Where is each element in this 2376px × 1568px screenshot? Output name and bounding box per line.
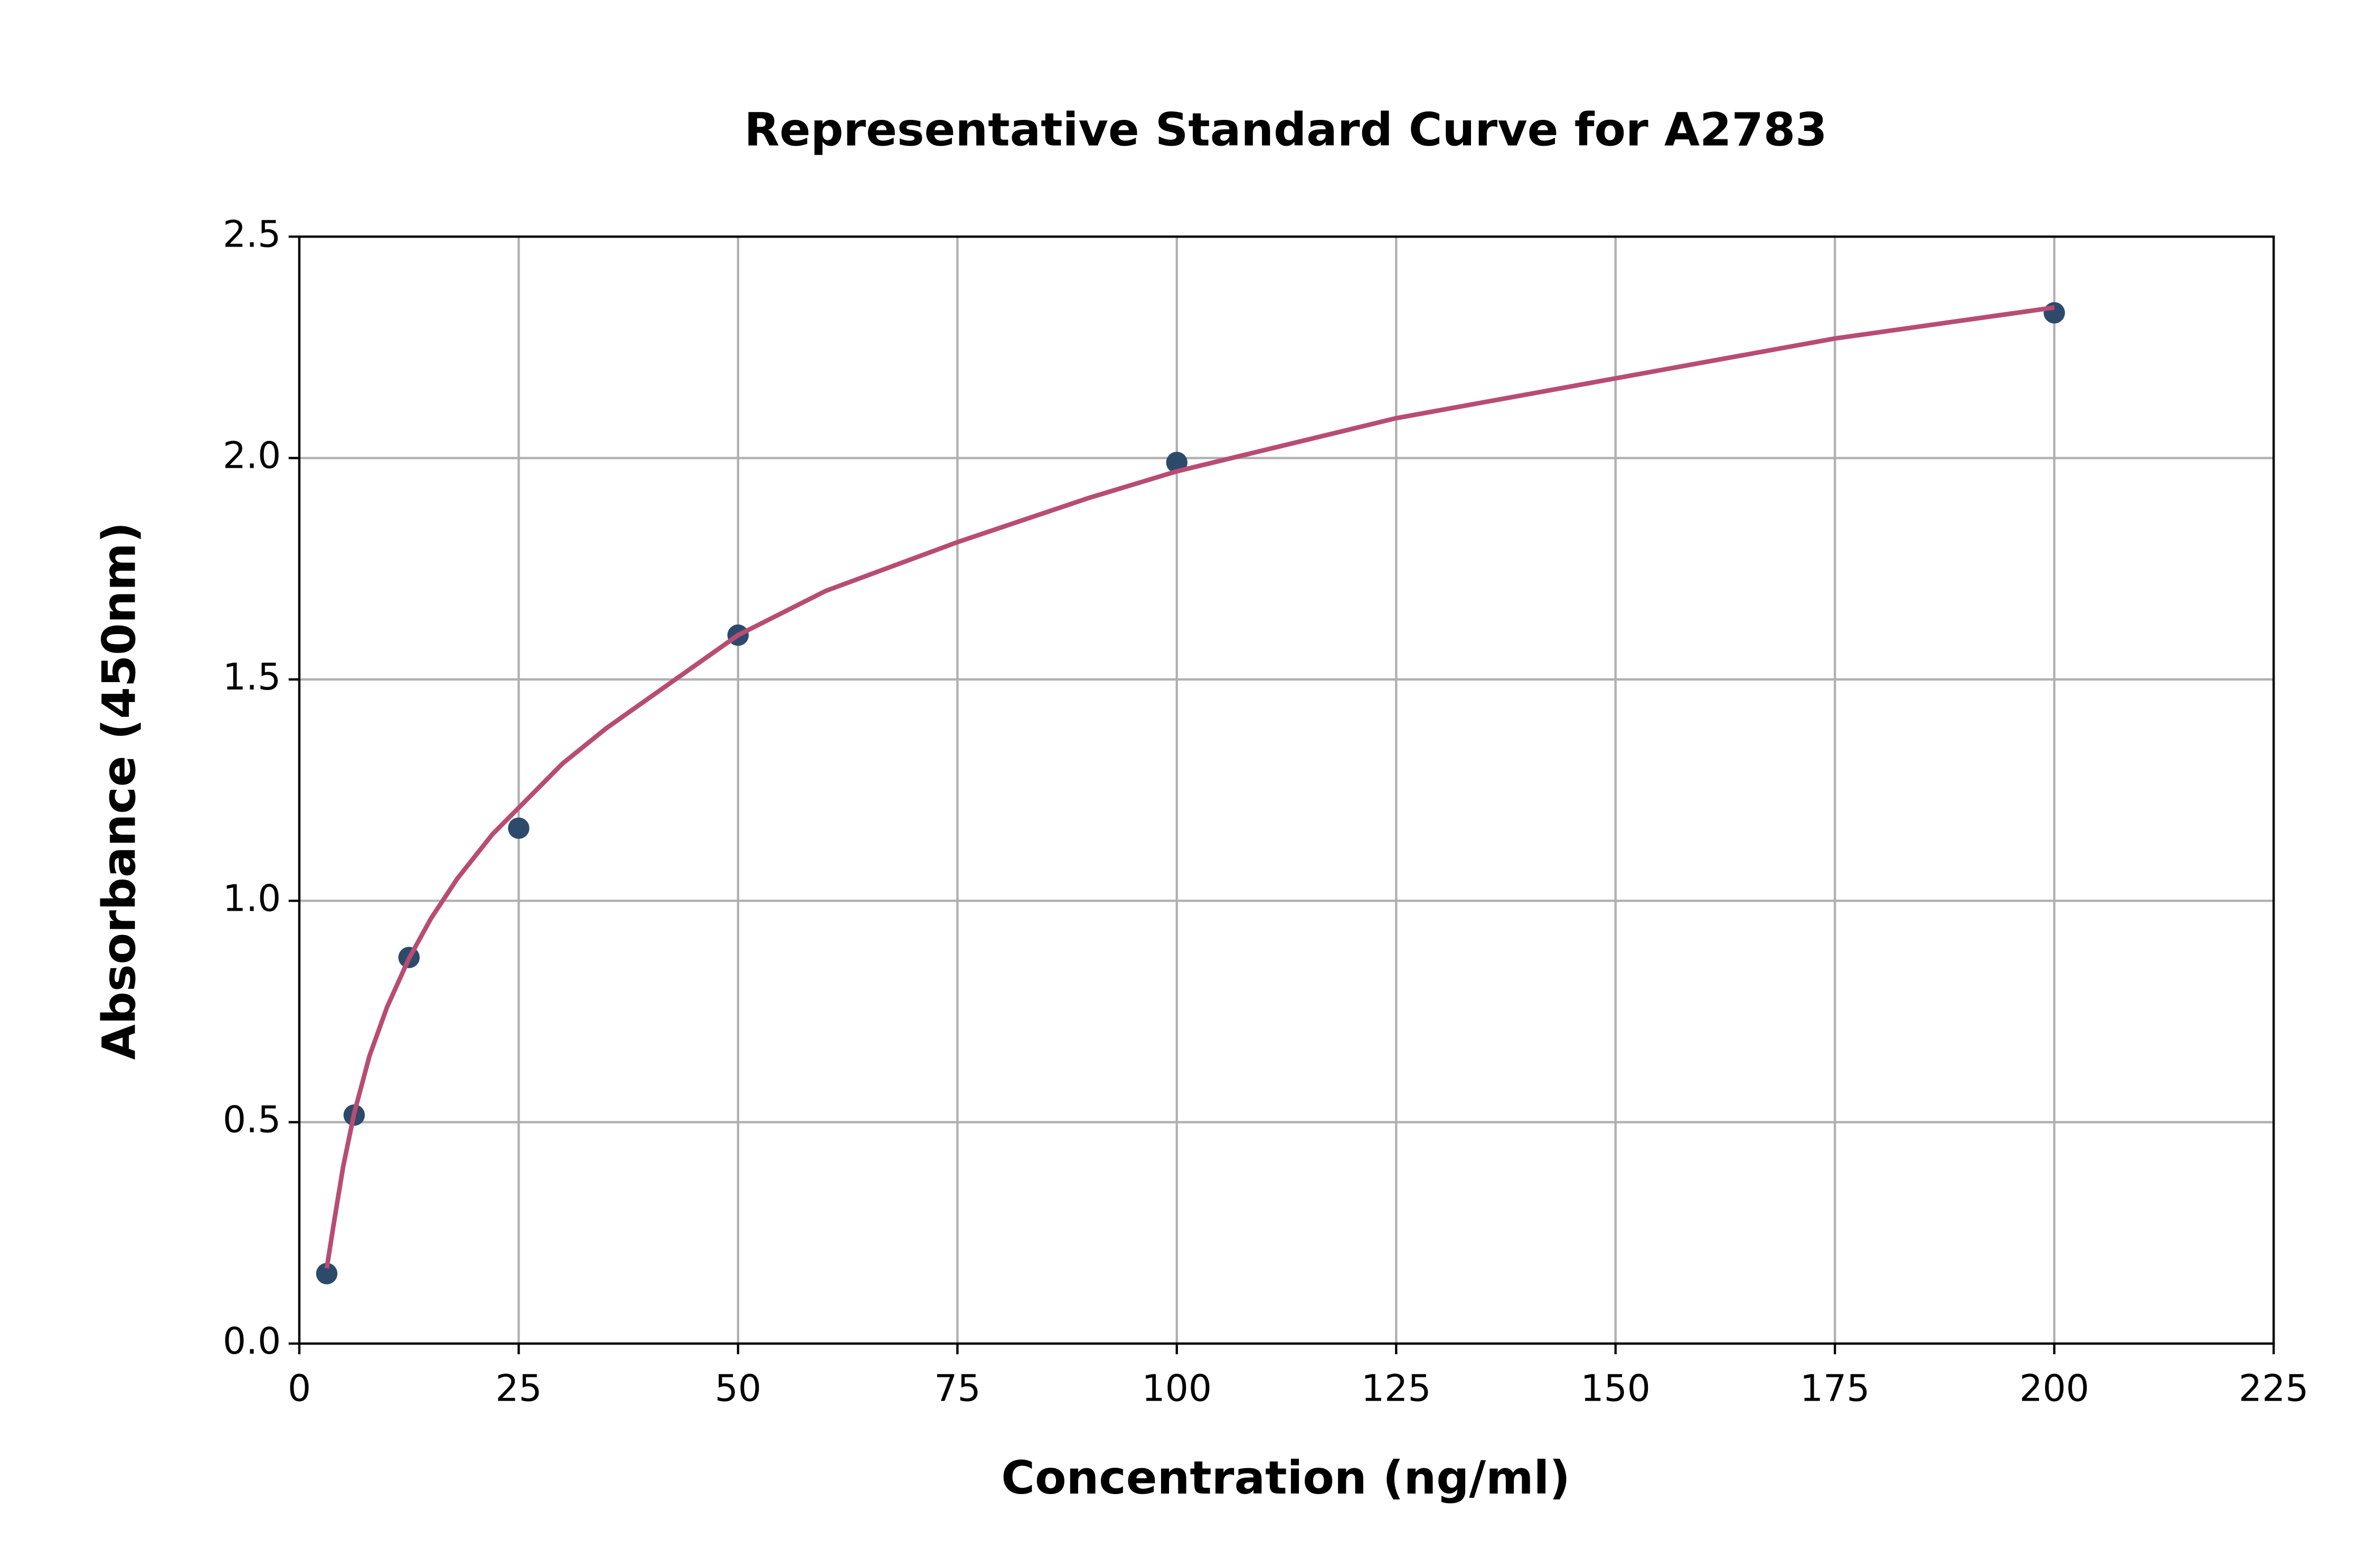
y-axis-label: Absorbance (450nm) — [92, 522, 146, 1060]
x-tick-label: 200 — [2019, 1368, 2089, 1410]
chart-title: Representative Standard Curve for A2783 — [744, 103, 1827, 157]
y-tick-label: 2.0 — [223, 435, 281, 477]
y-tick-label: 1.5 — [223, 656, 281, 698]
x-tick-label: 0 — [288, 1368, 311, 1410]
plot-frame — [298, 235, 2275, 1345]
y-tick-label: 0.5 — [223, 1099, 281, 1141]
data-point — [316, 1263, 338, 1284]
data-point — [508, 817, 530, 839]
x-tick-label: 150 — [1581, 1368, 1651, 1410]
x-tick-label: 75 — [934, 1368, 980, 1410]
y-tick-label: 2.5 — [223, 213, 281, 256]
x-tick-label: 25 — [495, 1368, 542, 1410]
data-point — [2043, 302, 2065, 324]
y-tick-label: 0.0 — [223, 1320, 281, 1363]
x-tick-label: 175 — [1800, 1368, 1870, 1410]
fit-curve — [324, 305, 2055, 1269]
x-tick-label: 125 — [1361, 1368, 1431, 1410]
y-tick-label: 1.0 — [223, 877, 281, 920]
x-axis-label: Concentration (ng/ml) — [1001, 1451, 1570, 1505]
x-tick-label: 100 — [1142, 1368, 1212, 1410]
x-tick-label: 225 — [2239, 1368, 2308, 1410]
x-tick-label: 50 — [715, 1368, 761, 1410]
